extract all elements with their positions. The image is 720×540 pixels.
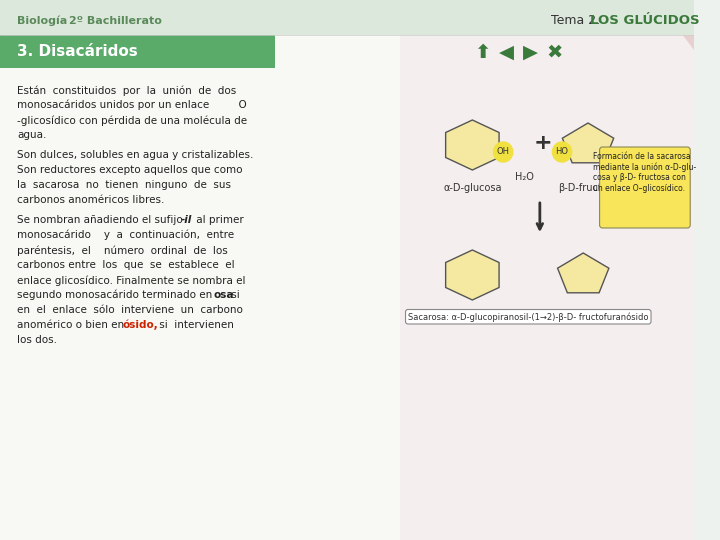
Text: los dos.: los dos. bbox=[17, 335, 58, 345]
FancyBboxPatch shape bbox=[0, 0, 400, 540]
Text: Son dulces, solubles en agua y cristalizables.: Son dulces, solubles en agua y cristaliz… bbox=[17, 150, 253, 160]
Text: paréntesis,  el    número  ordinal  de  los: paréntesis, el número ordinal de los bbox=[17, 245, 228, 255]
FancyBboxPatch shape bbox=[0, 0, 694, 540]
Text: Sacarosa: α-D-glucopiranosil-(1→2)-β-D- fructofuranósido: Sacarosa: α-D-glucopiranosil-(1→2)-β-D- … bbox=[408, 312, 649, 321]
Text: Biología: Biología bbox=[17, 16, 68, 26]
Text: monosacáridos unidos por un enlace         O: monosacáridos unidos por un enlace O bbox=[17, 100, 247, 111]
Text: monosacárido    y  a  continuación,  entre: monosacárido y a continuación, entre bbox=[17, 230, 235, 240]
Text: OH: OH bbox=[497, 147, 510, 157]
Text: carbonos entre  los  que  se  establece  el: carbonos entre los que se establece el bbox=[17, 260, 235, 270]
Text: ✖: ✖ bbox=[546, 43, 562, 62]
FancyBboxPatch shape bbox=[0, 0, 694, 35]
Text: -glicosídico con pérdida de una molécula de: -glicosídico con pérdida de una molécula… bbox=[17, 115, 248, 125]
Text: H₂O: H₂O bbox=[515, 172, 534, 182]
FancyBboxPatch shape bbox=[0, 0, 694, 35]
Text: enlace glicosídico. Finalmente se nombra el: enlace glicosídico. Finalmente se nombra… bbox=[17, 275, 246, 286]
Text: Se nombran añadiendo el sufijo: Se nombran añadiendo el sufijo bbox=[17, 215, 183, 225]
Text: en  el  enlace  sólo  interviene  un  carbono: en el enlace sólo interviene un carbono bbox=[17, 305, 243, 315]
Text: ◀: ◀ bbox=[498, 43, 513, 62]
Text: +: + bbox=[534, 133, 552, 153]
Polygon shape bbox=[446, 250, 499, 300]
Text: segundo monosacárido terminado en: segundo monosacárido terminado en bbox=[17, 290, 216, 300]
Circle shape bbox=[494, 142, 513, 162]
Text: α-D-glucosa: α-D-glucosa bbox=[443, 183, 502, 193]
Circle shape bbox=[552, 142, 572, 162]
Text: agua.: agua. bbox=[17, 130, 47, 140]
Text: ⬆: ⬆ bbox=[474, 43, 490, 62]
Text: HO: HO bbox=[556, 147, 569, 157]
Text: Son reductores excepto aquellos que como: Son reductores excepto aquellos que como bbox=[17, 165, 243, 175]
Polygon shape bbox=[655, 0, 694, 50]
Text: β-D-fructosa: β-D-fructosa bbox=[558, 183, 618, 193]
Text: al primer: al primer bbox=[193, 215, 243, 225]
Text: 2º Bachillerato: 2º Bachillerato bbox=[69, 16, 162, 26]
Text: Están  constituidos  por  la  unión  de  dos: Están constituidos por la unión de dos bbox=[17, 85, 237, 96]
Text: ósido,: ósido, bbox=[122, 320, 158, 330]
Polygon shape bbox=[446, 120, 499, 170]
Text: si: si bbox=[228, 290, 240, 300]
Text: 3. Disacáridos: 3. Disacáridos bbox=[17, 44, 138, 59]
Polygon shape bbox=[557, 253, 609, 293]
Text: osa: osa bbox=[213, 290, 233, 300]
Text: Formación de la sacarosa
mediante la unión α-D-glu-
cosa y β-D- fructosa con
un : Formación de la sacarosa mediante la uni… bbox=[593, 152, 696, 193]
Text: ▶: ▶ bbox=[523, 43, 538, 62]
Text: anomérico o bien en: anomérico o bien en bbox=[17, 320, 127, 330]
FancyBboxPatch shape bbox=[0, 35, 275, 68]
Text: -il: -il bbox=[180, 215, 192, 225]
Text: si  intervienen: si intervienen bbox=[156, 320, 234, 330]
Text: LOS GLÚCIDOS: LOS GLÚCIDOS bbox=[590, 15, 700, 28]
Text: Tema 2.: Tema 2. bbox=[552, 15, 605, 28]
FancyBboxPatch shape bbox=[600, 147, 690, 228]
Text: carbonos anoméricos libres.: carbonos anoméricos libres. bbox=[17, 195, 165, 205]
Polygon shape bbox=[562, 123, 613, 163]
Text: la  sacarosa  no  tienen  ninguno  de  sus: la sacarosa no tienen ninguno de sus bbox=[17, 180, 231, 190]
